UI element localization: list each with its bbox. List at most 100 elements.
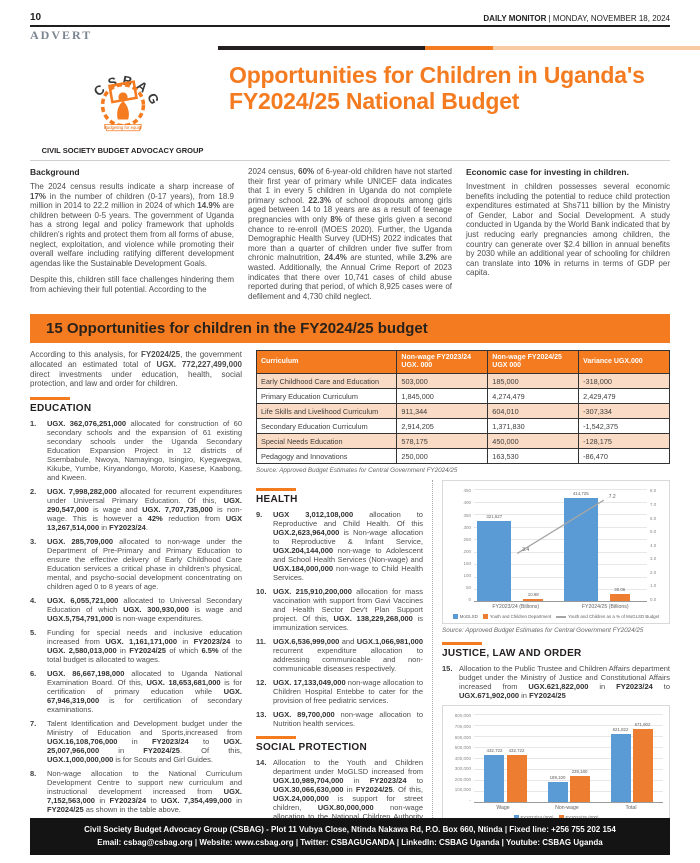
education-title: EDUCATION	[30, 402, 92, 414]
list-item: 9. UGX 3,012,108,000 allocation to Reprod…	[256, 510, 423, 582]
list-item: 5. Funding for special needs and inclusiv…	[30, 628, 242, 664]
bar	[506, 754, 527, 803]
list-item-number: 2.	[30, 486, 37, 496]
line-point-label: 7.2	[608, 493, 616, 500]
grid-line	[474, 514, 647, 516]
bar-label: 414,725	[572, 491, 589, 497]
legend-item: Youth and Children as a % of MoGLSD Budg…	[556, 614, 659, 619]
bar	[632, 728, 653, 803]
strip-orange-segment	[425, 46, 493, 50]
table-row: Life Skills and Livelihood Curriculum 911…	[255, 403, 670, 420]
table-cell: 250,000	[396, 448, 489, 465]
tick-label: 200,000	[454, 776, 471, 782]
masthead-title: DAILY MONITOR	[483, 14, 547, 23]
chart1-source: Source: Approved Budget Estimates for Ce…	[442, 627, 644, 635]
list-item: 1. UGX. 362,076,251,000 allocated for con…	[30, 419, 242, 482]
background-paragraph-1: The 2024 census results indicate a sharp…	[30, 182, 234, 268]
table-cell: 578,175	[396, 433, 489, 450]
list-item-number: 3.	[30, 536, 37, 546]
logo-ribbon	[103, 124, 142, 132]
tick-label: 350	[463, 512, 471, 518]
social-protection-title: SOCIAL PROTECTION	[256, 742, 368, 754]
table-cell: -307,334	[578, 403, 670, 420]
economic-paragraph: Investment in children possesses several…	[466, 182, 670, 278]
table-cell: -1,542,375	[578, 418, 670, 435]
orange-rule	[256, 488, 296, 492]
table-cell: -128,175	[578, 433, 670, 450]
health-list: 9. UGX 3,012,108,000 allocation to Reprod…	[256, 510, 423, 728]
table-cell: -318,000	[578, 373, 670, 390]
legend-swatch	[452, 614, 458, 620]
list-item-text: Funding for special needs and inclusive …	[47, 627, 243, 664]
x-axis-labels: FY2023/24 (Billions) FY2024/25 (Billions)	[471, 604, 650, 610]
legend-item: FY2023/24 (000)	[513, 815, 554, 821]
page-number: 10	[30, 12, 42, 23]
list-item: 2. UGX. 7,998,282,000 allocated for recur…	[30, 487, 242, 532]
footer: Civil Society Budget Advocacy Group (CSB…	[30, 818, 670, 855]
grid-line	[474, 747, 663, 749]
table-row: Secondary Education Curriculum 2,914,205 1…	[255, 418, 670, 435]
list-item: 8. Non-wage allocation to the National Cu…	[30, 769, 242, 814]
table-cell: 2,429,479	[578, 388, 670, 405]
education-list: 1. UGX. 362,076,251,000 allocated for con…	[30, 419, 242, 814]
bar	[609, 593, 630, 602]
list-item-number: 7.	[30, 718, 37, 728]
legend-label: Youth and Children Department	[489, 614, 552, 620]
advert-page: 10 DAILY MONITOR | MONDAY, NOVEMBER 18, …	[30, 12, 700, 837]
table-cell: Pedagogy and Innovations	[255, 448, 398, 465]
chart-legend: MoGLSD Youth and Children Department Youth…	[449, 614, 663, 620]
tick-label: 150	[463, 560, 471, 566]
grid-line	[474, 758, 663, 760]
logo-person-body	[116, 101, 129, 120]
list-item-text: UGX. 285,709,000 allocated to non-wage u…	[47, 536, 242, 591]
table-header-row: Curriculum Non-wage FY2023/24 UGX. 000 Non…	[255, 350, 670, 375]
tick-label: 6.0	[650, 515, 657, 521]
moglsd-youth-chart: 450 400 350 300 250 200 150 100 50 0 321,627 414,72…	[442, 480, 670, 625]
bar	[610, 734, 631, 803]
legend-label: Youth and Children as a % of MoGLSD Budg…	[568, 614, 660, 620]
grid-line	[474, 551, 647, 553]
org-name: CIVIL SOCIETY BUDGET ADVOCACY GROUP	[41, 146, 204, 155]
list-item: 11. UGX.6,536,999,000 and UGX.1,066,981,0…	[256, 637, 423, 673]
tick-label: 1.0	[650, 583, 657, 589]
justice-section-head: JUSTICE, LAW AND ORDER	[442, 642, 670, 659]
background-paragraph-2: Despite this, children still face challe…	[30, 275, 234, 294]
left-axis-ticks: 800,000 700,000 600,000 500,000 400,000 300,0…	[449, 714, 474, 803]
right-area: Curriculum Non-wage FY2023/24 UGX. 000 Non…	[255, 350, 670, 837]
table-cell: 503,000	[396, 373, 489, 390]
newspaper-header: 10 DAILY MONITOR | MONDAY, NOVEMBER 18, …	[30, 12, 670, 27]
table-cell: 1,371,830	[487, 418, 580, 435]
justice-list: 15. Allocation to the Public Trustee and …	[442, 664, 670, 700]
bar-label: 239,180	[571, 769, 588, 775]
grid-line	[474, 714, 663, 716]
table-cell: 1,845,000	[396, 388, 489, 405]
column-header: Curriculum	[255, 350, 398, 375]
intro-col-background: Background The 2024 census results indic…	[30, 167, 234, 308]
analysis-intro: According to this analysis, for FY2024/2…	[30, 350, 242, 389]
strip-dark-segment	[218, 46, 426, 50]
chart-legend: FY2023/24 (000) FY2024/25 (000)	[449, 815, 663, 821]
justice-title: JUSTICE, LAW AND ORDER	[442, 648, 582, 660]
list-item-text: UGX. 6,055,721,000 allocated to Universa…	[47, 595, 242, 623]
bar-label: 432,722	[508, 747, 525, 753]
footer-line-2: Email: csbag@csbag.org | Website: www.cs…	[97, 837, 603, 847]
table-cell: Early Childhood Care and Education	[255, 373, 398, 390]
list-item-text: Allocation to the Public Trustee and Chi…	[459, 664, 670, 701]
list-item-number: 15.	[442, 664, 453, 674]
list-item-number: 6.	[30, 668, 37, 678]
grid-line	[474, 588, 647, 590]
list-item-number: 12.	[256, 678, 267, 688]
color-strip	[218, 46, 700, 50]
health-column: HEALTH 9. UGX 3,012,108,000 allocation to…	[256, 480, 433, 837]
legend-label: FY2024/25 (000)	[566, 815, 599, 820]
x-axis-label: Total	[625, 805, 637, 812]
table-cell: Secondary Education Curriculum	[255, 418, 398, 435]
economic-heading: Economic case for investing in children.	[466, 167, 629, 177]
legend-label: FY2023/24 (000)	[521, 815, 554, 820]
list-item-text: Talent Identification and Development bu…	[47, 718, 242, 764]
list-item: 12. UGX. 17,133,049,000 non-wage allocati…	[256, 678, 423, 705]
legend-item: FY2024/25 (000)	[558, 815, 599, 821]
table-cell: 911,344	[396, 403, 489, 420]
column-header: Non-wage FY2024/25 UGX 000	[487, 350, 580, 375]
x-axis-label: Wage	[496, 805, 510, 812]
